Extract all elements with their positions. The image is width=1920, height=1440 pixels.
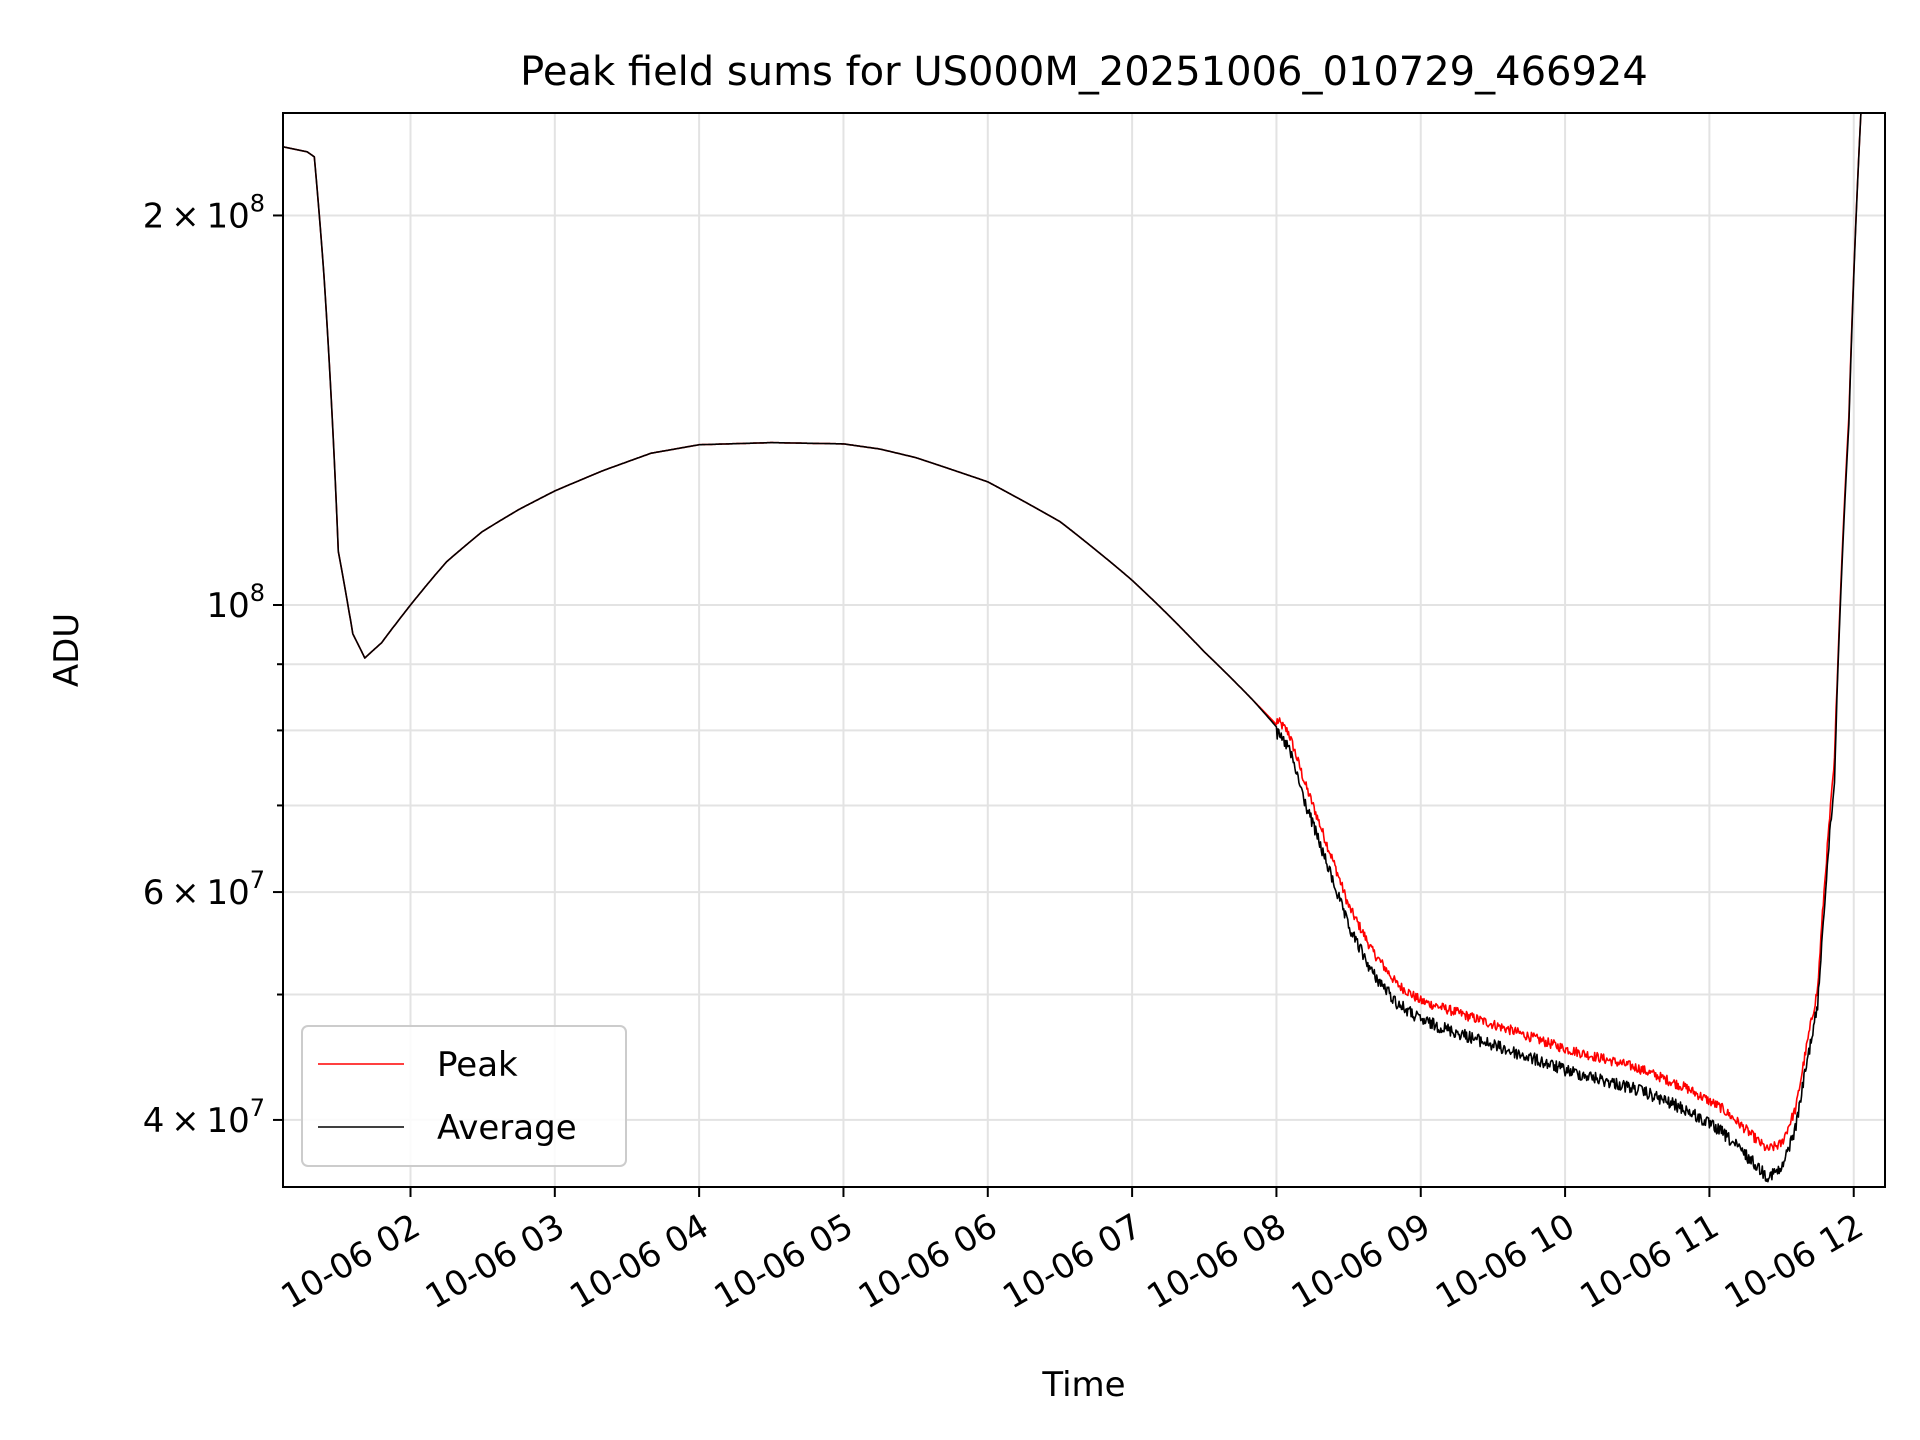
- grid-lines: [283, 113, 1885, 1187]
- legend-label-average: Average: [437, 1108, 577, 1148]
- y-tick-label: 4 × 107: [143, 1094, 265, 1141]
- axes-frame: [282, 112, 1886, 1188]
- legend-label-peak: Peak: [437, 1045, 518, 1085]
- chart-title: Peak field sums for US000M_20251006_0107…: [520, 49, 1648, 95]
- y-tick-label: 2 × 108: [143, 189, 265, 236]
- plot-area: [282, 112, 1862, 1183]
- series-line-average: [282, 112, 1862, 1183]
- x-axis-label: Time: [1041, 1365, 1125, 1405]
- legend-box: [301, 1025, 627, 1167]
- legend: Peak Average: [301, 1025, 627, 1167]
- y-tick-label: 6 × 107: [143, 866, 265, 913]
- y-axis-label: ADU: [47, 613, 87, 687]
